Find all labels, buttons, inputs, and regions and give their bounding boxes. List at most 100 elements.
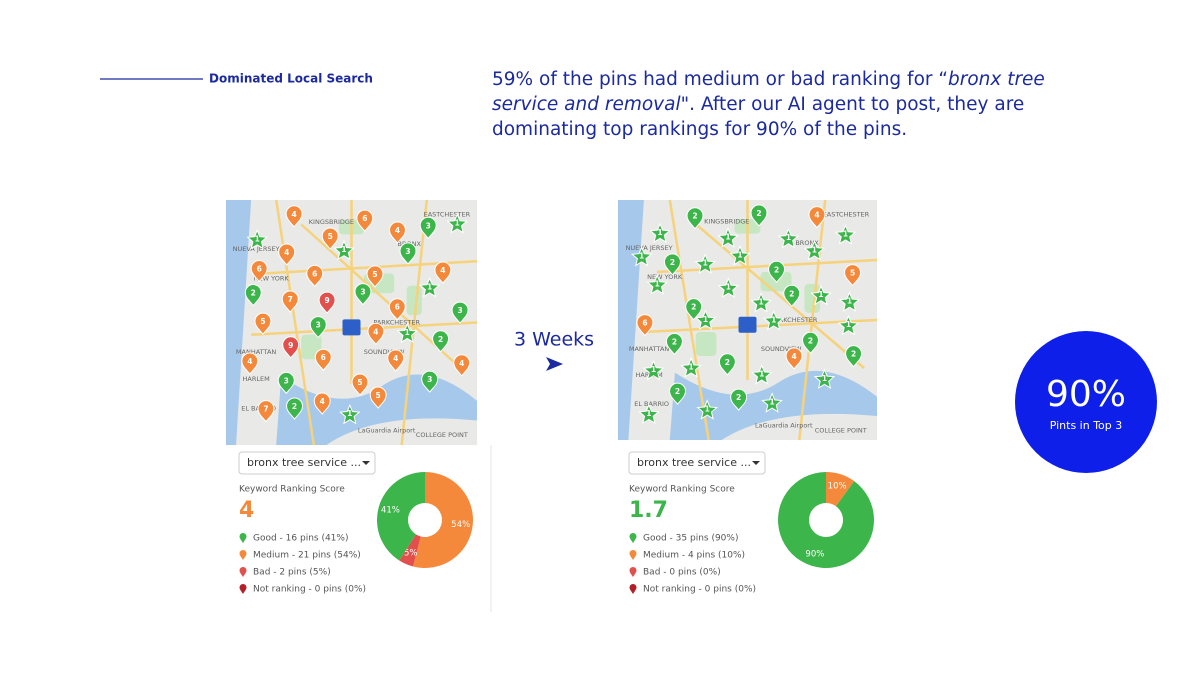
pin: [669, 382, 687, 405]
pin-rank: 1: [726, 283, 731, 292]
pin-rank: 1: [846, 320, 851, 329]
pin: [351, 373, 369, 396]
road: [400, 199, 429, 446]
pin-rank: 2: [675, 387, 680, 396]
road: [643, 318, 878, 334]
road: [251, 321, 478, 336]
pin: [388, 298, 406, 321]
pin: [838, 291, 861, 312]
dropdown-caret: [362, 461, 370, 465]
pin: [366, 265, 384, 288]
pin: [729, 245, 751, 266]
map-label: HARLEM: [243, 375, 270, 383]
pin: [241, 352, 259, 375]
donut-label: 5%: [404, 549, 418, 559]
pin-rank: 5: [357, 378, 362, 387]
legend-pin: [239, 584, 247, 594]
pin: [306, 264, 324, 288]
map-label: COLLEGE POINT: [815, 426, 867, 434]
map-label: SOUNDVIEW: [364, 348, 405, 356]
pin-rank: 2: [789, 289, 794, 298]
pin-rank: 4: [393, 354, 398, 363]
map-label: BRONX: [795, 239, 819, 247]
pin: [451, 301, 469, 324]
donut-segment: [377, 472, 425, 561]
pin: [418, 276, 441, 298]
pin: [680, 357, 702, 378]
pin-rank: 5: [850, 269, 855, 278]
pin-rank: 4: [395, 226, 400, 235]
pin-rank: 3: [316, 321, 321, 330]
pin: [750, 364, 773, 385]
pin: [785, 347, 803, 370]
pin: [837, 314, 860, 336]
headline-text: ". After our AI agent to post, they are …: [492, 94, 1025, 140]
donut-label: 54%: [451, 520, 470, 530]
pin-rank: 1: [758, 297, 763, 306]
pin-rank: 6: [321, 353, 326, 362]
pin-rank: 3: [360, 288, 365, 297]
pin: [694, 253, 716, 274]
pin-rank: 1: [405, 328, 410, 337]
headline: 59% of the pins had medium or bad rankin…: [492, 67, 1052, 142]
badge-value: 90%: [1046, 374, 1126, 415]
pin: [685, 298, 703, 321]
arrow: [546, 357, 563, 371]
pin: [686, 207, 704, 230]
pin-rank: 1: [705, 405, 710, 414]
pin: [318, 291, 336, 314]
headline-keyword: bronx tree service and removal: [492, 69, 1045, 115]
pin: [278, 243, 296, 266]
section-label: Dominated Local Search: [209, 72, 373, 86]
score-label: Keyword Ranking Score: [239, 485, 345, 495]
pin: [834, 224, 857, 245]
road: [274, 199, 316, 446]
pin: [762, 310, 785, 331]
pin: [636, 314, 654, 337]
pin: [314, 348, 332, 372]
pin-rank: 2: [292, 402, 297, 411]
pin-rank: 1: [255, 234, 260, 243]
pin-rank: 1: [822, 374, 827, 383]
pin: [717, 277, 740, 298]
pin-rank: 2: [774, 265, 779, 274]
pin: [419, 216, 437, 240]
map-label: NEW YORK: [254, 274, 290, 282]
legend-label: Not ranking - 0 pins (0%): [253, 585, 366, 595]
pin-rank: 4: [291, 210, 296, 219]
legend-pin: [629, 567, 637, 577]
pin: [396, 322, 419, 344]
pin-rank: 1: [703, 315, 708, 324]
pin: [638, 403, 660, 425]
pin: [813, 368, 836, 389]
pin: [321, 227, 339, 250]
pin-rank: 6: [395, 303, 400, 312]
road: [656, 258, 878, 274]
pin: [803, 240, 826, 261]
park: [695, 332, 717, 356]
pin-rank: 5: [376, 391, 381, 400]
pin-rank: 1: [843, 229, 848, 238]
legend-pin: [239, 567, 247, 577]
pin-rank: 2: [756, 209, 761, 218]
pin: [730, 388, 748, 411]
pin-rank: 1: [689, 363, 694, 372]
pin: [356, 209, 374, 232]
pin: [286, 397, 304, 420]
legend-pin: [629, 584, 637, 594]
pin: [665, 332, 683, 356]
pin-rank: 1: [812, 245, 817, 254]
pin: [802, 331, 820, 355]
map-label: PARKCHESTER: [373, 319, 420, 327]
pin: [354, 283, 372, 306]
pin-rank: 5: [372, 270, 377, 279]
pin: [277, 371, 295, 395]
map-label: LaGuardia Airport: [755, 422, 813, 430]
pin-rank: 2: [691, 303, 696, 312]
pin-rank: 2: [725, 358, 730, 367]
pin-rank: 2: [251, 289, 256, 298]
keyword-text: bronx tree service ...: [247, 456, 361, 469]
pin: [777, 227, 800, 249]
pin: [257, 400, 275, 423]
